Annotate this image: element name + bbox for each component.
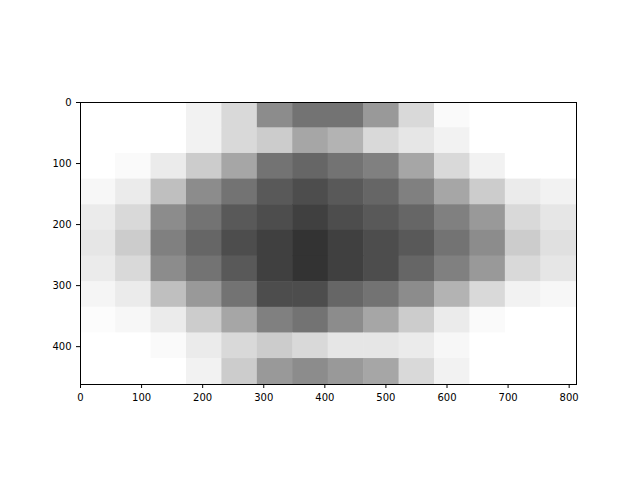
svg-text:400: 400 (315, 392, 334, 403)
svg-text:800: 800 (560, 392, 579, 403)
svg-text:200: 200 (193, 392, 212, 403)
svg-text:500: 500 (376, 392, 395, 403)
svg-text:400: 400 (52, 341, 71, 352)
svg-text:100: 100 (52, 158, 71, 169)
svg-text:300: 300 (254, 392, 273, 403)
svg-text:0: 0 (77, 392, 83, 403)
svg-text:600: 600 (437, 392, 456, 403)
svg-text:200: 200 (52, 219, 71, 230)
svg-text:100: 100 (132, 392, 151, 403)
svg-text:300: 300 (52, 280, 71, 291)
svg-text:700: 700 (499, 392, 518, 403)
svg-text:0: 0 (65, 97, 71, 108)
